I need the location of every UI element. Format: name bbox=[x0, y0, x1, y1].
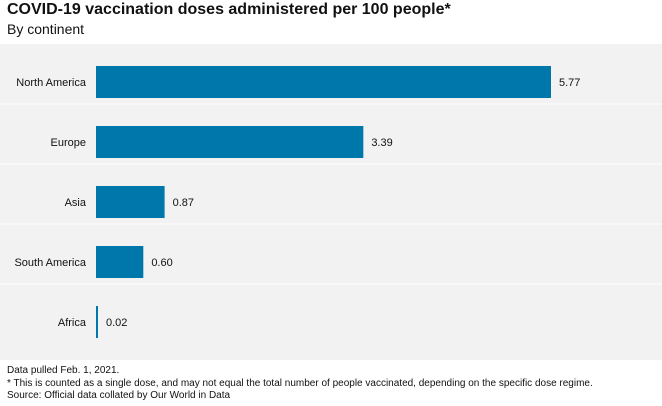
chart-footer: Data pulled Feb. 1, 2021. * This is coun… bbox=[7, 365, 593, 403]
category-label: Asia bbox=[65, 197, 87, 209]
bar-south-america bbox=[96, 246, 144, 278]
chart-subtitle: By continent bbox=[7, 21, 85, 37]
bar-chart: North America 5.77 Europe 3.39 Asia 0.87 South… bbox=[0, 66, 662, 338]
value-label: 3.39 bbox=[371, 137, 392, 149]
chart-title: COVID-19 vaccination doses administered … bbox=[7, 1, 451, 18]
value-label: 0.02 bbox=[106, 317, 127, 329]
footer-source: Source: Official data collated by Our Wo… bbox=[7, 390, 231, 401]
category-label: North America bbox=[16, 77, 87, 89]
bar-africa bbox=[96, 306, 98, 338]
category-label: Africa bbox=[58, 317, 87, 329]
value-label: 5.77 bbox=[559, 77, 580, 89]
plot-area: North America 5.77 Europe 3.39 Asia 0.87 South… bbox=[0, 44, 662, 360]
category-label: South America bbox=[14, 257, 86, 269]
value-label: 0.60 bbox=[151, 257, 172, 269]
bar-north-america bbox=[96, 66, 551, 98]
footer-date-note: Data pulled Feb. 1, 2021. bbox=[7, 365, 120, 376]
footer-dose-note: * This is counted as a single dose, and … bbox=[7, 377, 593, 389]
bar-europe bbox=[96, 126, 364, 158]
bar-asia bbox=[96, 186, 165, 218]
category-label: Europe bbox=[51, 137, 86, 149]
value-label: 0.87 bbox=[173, 197, 194, 209]
